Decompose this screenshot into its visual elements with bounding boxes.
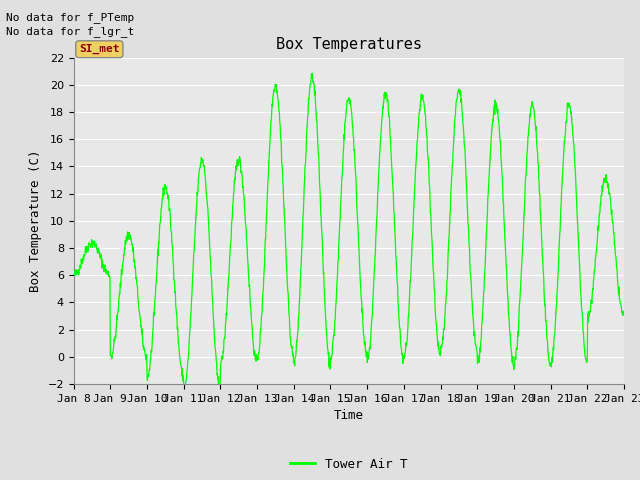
Legend: Tower Air T: Tower Air T	[285, 453, 413, 476]
Text: SI_met: SI_met	[79, 44, 120, 54]
Y-axis label: Box Temperature (C): Box Temperature (C)	[29, 150, 42, 292]
Text: No data for f_PTemp: No data for f_PTemp	[6, 12, 134, 23]
Title: Box Temperatures: Box Temperatures	[276, 37, 422, 52]
X-axis label: Time: Time	[334, 409, 364, 422]
Text: No data for f_lgr_t: No data for f_lgr_t	[6, 26, 134, 37]
